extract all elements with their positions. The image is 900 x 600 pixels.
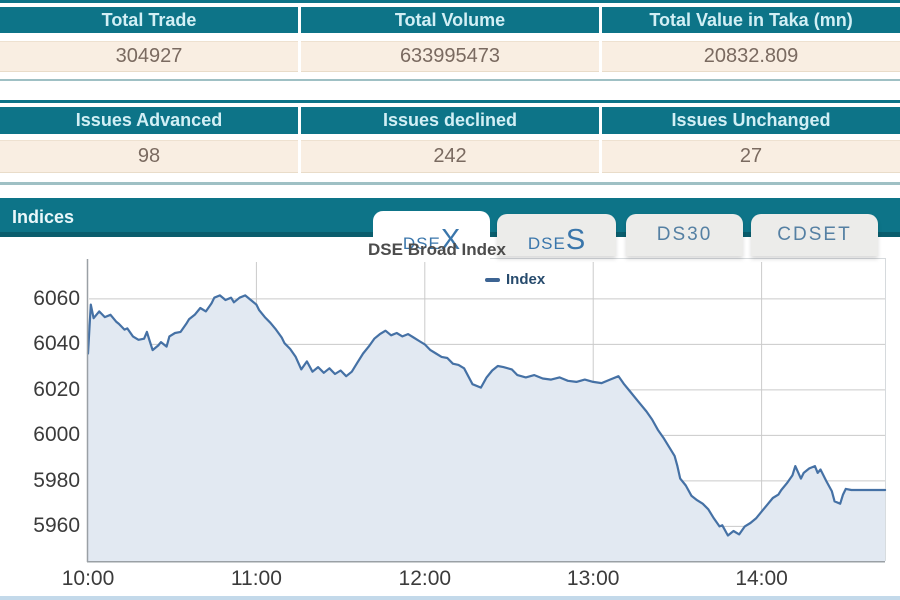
y-axis-tick-label: 5980 — [33, 468, 80, 492]
tab-dsex-prefix: DSE — [402, 234, 441, 253]
tab-ds30[interactable]: DS30 — [626, 214, 743, 256]
y-axis-tick-label: 5960 — [33, 514, 80, 538]
y-axis-tick-label: 6060 — [33, 286, 80, 310]
issues-summary-header-row: Issues Advanced Issues declined Issues U… — [0, 107, 900, 134]
tab-dsex-letter: X — [440, 224, 461, 256]
table-divider — [0, 79, 900, 81]
x-axis-tick-label: 14:00 — [735, 567, 788, 590]
total-trade-value: 304927 — [0, 41, 298, 72]
issues-summary-value-row: 98 242 27 — [0, 140, 900, 173]
x-axis-tick-label: 10:00 — [61, 567, 115, 590]
tab-cdset-label: CDSET — [777, 224, 852, 245]
total-volume-value: 633995473 — [301, 41, 599, 72]
x-axis-tick-label: 11:00 — [230, 567, 282, 590]
legend-line-swatch — [485, 277, 500, 282]
header-total-trade: Total Trade — [0, 7, 298, 33]
legend-series-label: Index — [506, 271, 546, 288]
x-axis-tick-label: 12:00 — [398, 567, 452, 590]
issues-unchanged-value: 27 — [602, 140, 900, 173]
y-axis-tick-label: 6020 — [33, 377, 80, 401]
tab-dsex[interactable]: DSE X — [373, 211, 490, 260]
total-value-taka: 20832.809 — [602, 41, 900, 72]
table-divider-2 — [0, 182, 900, 185]
tab-dses-prefix: DSE — [527, 234, 566, 253]
header-total-volume: Total Volume — [301, 7, 599, 33]
issues-advanced-value: 98 — [0, 140, 298, 173]
chart-top-border — [490, 258, 886, 259]
page-bottom-rule — [0, 596, 900, 600]
trade-summary-value-row: 304927 633995473 20832.809 — [0, 41, 900, 72]
y-axis-tick-label: 6040 — [33, 332, 80, 356]
header-issues-declined: Issues declined — [301, 107, 599, 134]
tab-cdset[interactable]: CDSET — [751, 214, 878, 256]
chart-title: DSE Broad Index — [368, 240, 506, 259]
x-axis-tick-label: 13:00 — [566, 567, 620, 590]
header-issues-advanced: Issues Advanced — [0, 107, 298, 134]
issues-accent-strip — [0, 100, 900, 103]
tab-dses[interactable]: DSE S — [497, 214, 616, 256]
trade-summary-header-row: Total Trade Total Volume Total Value in … — [0, 7, 900, 33]
chart-legend: Index — [485, 271, 545, 288]
tab-ds30-label: DS30 — [656, 224, 713, 245]
index-series-line — [86, 294, 887, 537]
issues-declined-value: 242 — [301, 140, 599, 173]
y-axis-tick-label: 6000 — [33, 423, 80, 447]
indices-section-title: Indices — [12, 207, 75, 227]
top-accent-strip — [0, 0, 900, 3]
header-total-value: Total Value in Taka (mn) — [602, 7, 900, 33]
index-area-fill — [88, 295, 886, 561]
header-issues-unchanged: Issues Unchanged — [602, 107, 900, 134]
tab-dses-letter: S — [565, 224, 586, 256]
